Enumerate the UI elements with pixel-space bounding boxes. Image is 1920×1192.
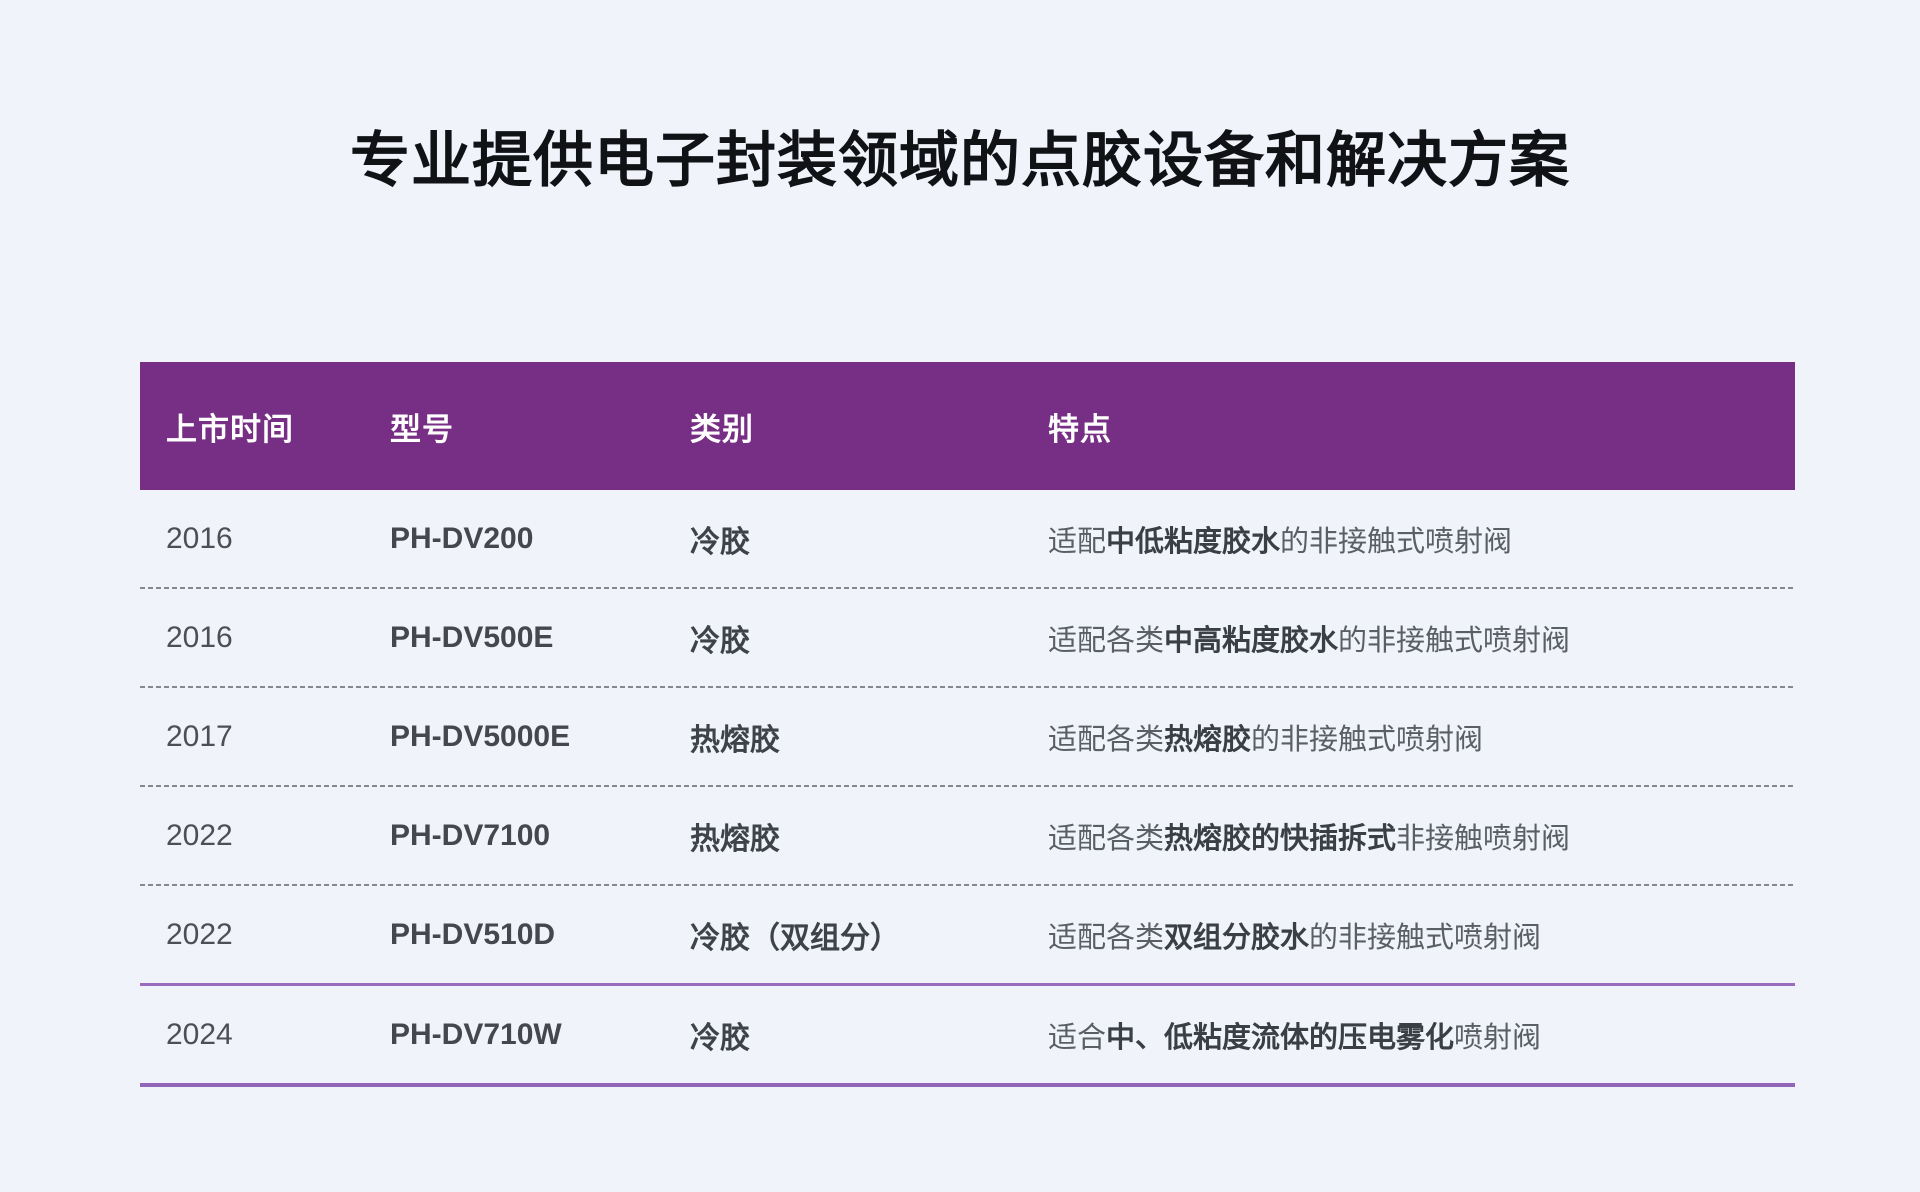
cell-launch-year: 2022	[166, 818, 233, 852]
table-row: 2016 PH-DV200 冷胶 适配中低粘度胶水的非接触式喷射阀	[140, 490, 1795, 589]
row-separator	[140, 686, 1795, 688]
table-row: 2016 PH-DV500E 冷胶 适配各类中高粘度胶水的非接触式喷射阀	[140, 589, 1795, 688]
cell-category: 冷胶	[690, 1021, 750, 1055]
column-header-launch-time: 上市时间	[166, 411, 294, 447]
table-row: 2022 PH-DV7100 热熔胶 适配各类热熔胶的快插拆式非接触喷射阀	[140, 787, 1795, 886]
row-separator	[140, 587, 1795, 589]
cell-category: 冷胶（双组分）	[690, 921, 900, 955]
cell-category: 冷胶	[690, 525, 750, 559]
row-separator	[140, 884, 1795, 886]
column-header-features: 特点	[1048, 411, 1112, 447]
feature-text: 的非接触式喷射阀	[1309, 921, 1542, 954]
cell-model: PH-DV710W	[390, 1017, 562, 1051]
table-header: 上市时间 型号 类别 特点	[140, 362, 1795, 490]
feature-text: 非接触喷射阀	[1396, 822, 1571, 855]
row-separator	[140, 983, 1795, 986]
column-header-model: 型号	[390, 411, 454, 447]
table-row: 2024 PH-DV710W 冷胶 适合中、低粘度流体的压电雾化喷射阀	[140, 986, 1795, 1087]
feature-highlight: 双组分胶水	[1164, 921, 1310, 954]
cell-model: PH-DV200	[390, 521, 534, 555]
feature-text: 适配各类	[1048, 822, 1165, 855]
cell-launch-year: 2016	[166, 620, 233, 654]
product-table: 上市时间 型号 类别 特点 2016 PH-DV200 冷胶 适配中低粘度胶水的…	[140, 362, 1795, 1087]
table-body: 2016 PH-DV200 冷胶 适配中低粘度胶水的非接触式喷射阀 2016 P…	[140, 490, 1795, 1087]
feature-text: 适配各类	[1048, 723, 1165, 756]
feature-text: 的非接触式喷射阀	[1280, 525, 1513, 558]
feature-text: 适配各类	[1048, 921, 1165, 954]
page: 专业提供电子封装领域的点胶设备和解决方案 上市时间 型号 类别 特点 2016 …	[0, 112, 1920, 1192]
feature-highlight: 热熔胶	[1164, 723, 1252, 756]
cell-category: 热熔胶	[690, 822, 780, 856]
feature-highlight: 中高粘度胶水	[1164, 624, 1339, 657]
feature-text: 的非接触式喷射阀	[1251, 723, 1484, 756]
feature-highlight: 中低粘度胶水	[1106, 525, 1281, 558]
row-separator	[140, 1083, 1795, 1087]
table-row: 2017 PH-DV5000E 热熔胶 适配各类热熔胶的非接触式喷射阀	[140, 688, 1795, 787]
feature-highlight: 中、低粘度流体的压电雾化	[1106, 1021, 1455, 1054]
cell-feature: 适配各类热熔胶的非接触式喷射阀	[1048, 716, 1795, 758]
cell-model: PH-DV500E	[390, 620, 554, 654]
cell-feature: 适配各类双组分胶水的非接触式喷射阀	[1048, 914, 1795, 956]
feature-highlight: 热熔胶的快插拆式	[1164, 822, 1397, 855]
cell-feature: 适配各类中高粘度胶水的非接触式喷射阀	[1048, 617, 1795, 659]
column-header-category: 类别	[690, 411, 754, 447]
feature-text: 适配各类	[1048, 624, 1165, 657]
cell-feature: 适配各类热熔胶的快插拆式非接触喷射阀	[1048, 815, 1795, 857]
cell-launch-year: 2017	[166, 719, 233, 753]
cell-launch-year: 2024	[166, 1017, 233, 1051]
cell-launch-year: 2016	[166, 521, 233, 555]
page-title: 专业提供电子封装领域的点胶设备和解决方案	[350, 127, 1570, 194]
row-separator	[140, 785, 1795, 787]
cell-model: PH-DV5000E	[390, 719, 571, 753]
feature-text: 的非接触式喷射阀	[1338, 624, 1571, 657]
cell-model: PH-DV7100	[390, 818, 551, 852]
cell-feature: 适合中、低粘度流体的压电雾化喷射阀	[1048, 1014, 1795, 1056]
feature-text: 适合	[1048, 1021, 1107, 1054]
feature-text: 喷射阀	[1454, 1021, 1542, 1054]
cell-category: 热熔胶	[690, 723, 780, 757]
feature-text: 适配	[1048, 525, 1107, 558]
cell-category: 冷胶	[690, 624, 750, 658]
cell-feature: 适配中低粘度胶水的非接触式喷射阀	[1048, 518, 1795, 560]
cell-launch-year: 2022	[166, 917, 233, 951]
table-row: 2022 PH-DV510D 冷胶（双组分） 适配各类双组分胶水的非接触式喷射阀	[140, 886, 1795, 986]
cell-model: PH-DV510D	[390, 917, 556, 951]
